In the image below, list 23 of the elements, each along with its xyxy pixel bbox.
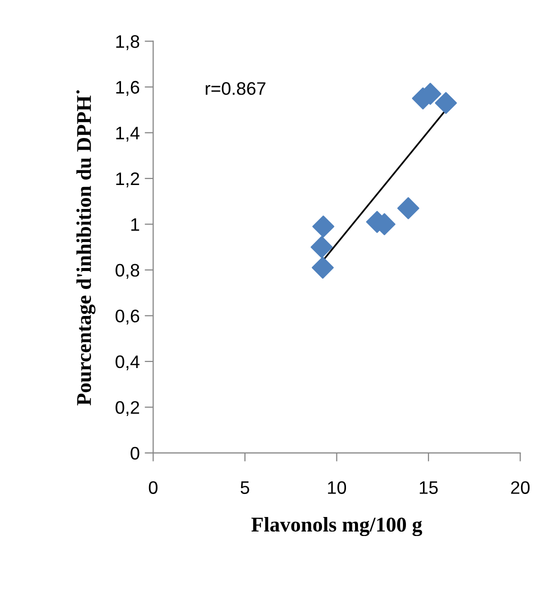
x-axis-title: Flavonols mg/100 g xyxy=(251,516,422,536)
y-tick-label: 0,2 xyxy=(116,401,140,416)
y-tick-label: 1 xyxy=(131,218,140,231)
y-tick-label: 0 xyxy=(130,446,140,460)
x-tick-label: 0 xyxy=(148,481,158,494)
x-tick-label: 20 xyxy=(511,481,530,494)
point xyxy=(312,216,334,238)
y-tick-label: 1,8 xyxy=(116,35,140,50)
point xyxy=(397,197,420,220)
point xyxy=(310,236,333,258)
y-tick-label: 1,4 xyxy=(116,126,140,142)
y-tick-label: 0,8 xyxy=(116,264,140,279)
y-tick-label: 0,6 xyxy=(116,310,140,325)
x-tick-label: 15 xyxy=(420,481,438,494)
x-tick-label: 10 xyxy=(328,481,346,494)
annotation: r=0.867 xyxy=(206,82,266,95)
y-tick-label: 1,6 xyxy=(116,80,140,96)
y-tick-label: 1,2 xyxy=(116,172,140,188)
x-tick-label: 5 xyxy=(240,481,250,494)
y-tick-label: 0,4 xyxy=(116,355,140,370)
point xyxy=(434,92,457,114)
y-axis-title: Pourcentage d'inhibition du DPPH˙ xyxy=(76,90,96,406)
point xyxy=(312,256,334,279)
